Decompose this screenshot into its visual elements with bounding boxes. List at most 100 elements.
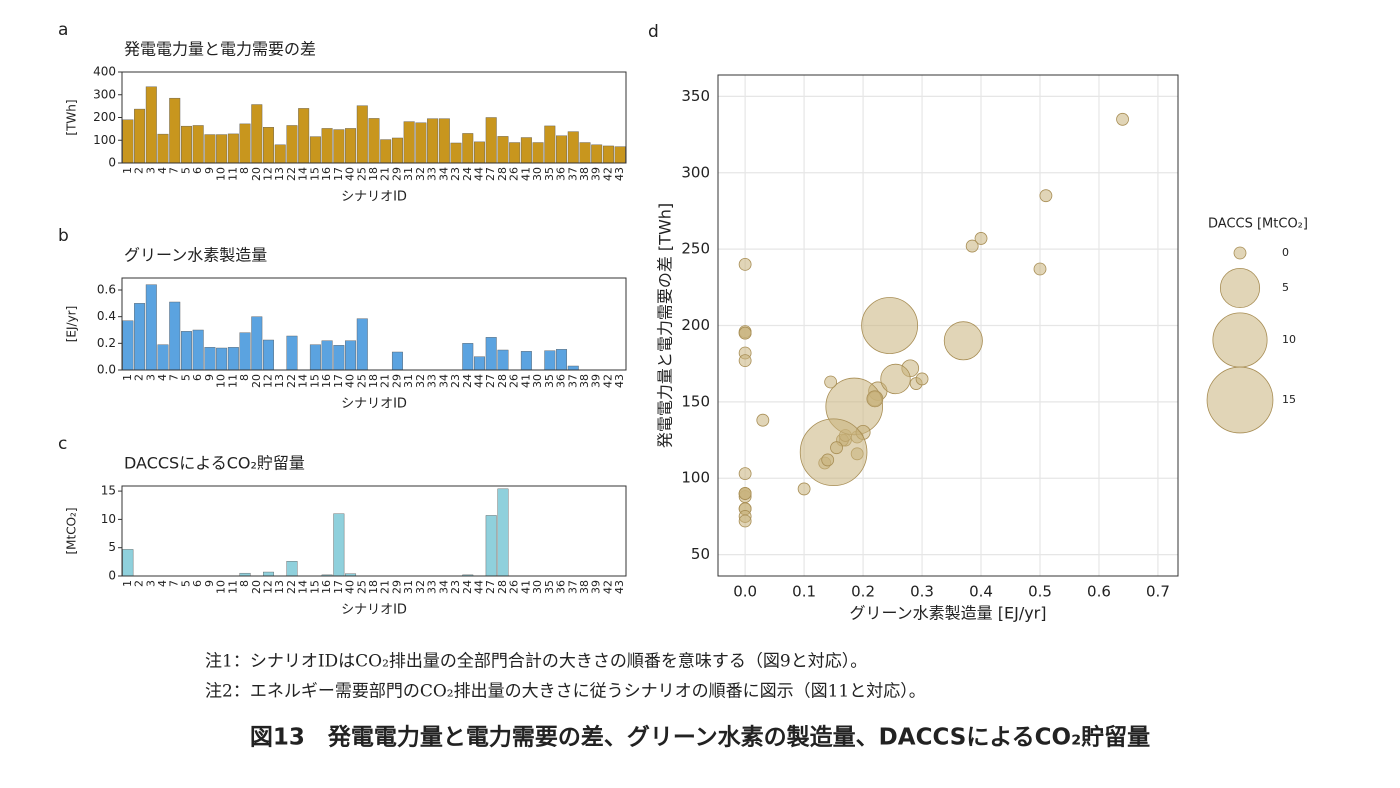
x-tick-label: 12	[262, 167, 275, 181]
y-tick-label: 300	[681, 163, 710, 181]
x-tick-label: 30	[531, 580, 544, 594]
bubble	[880, 363, 911, 395]
x-tick-label: 7	[168, 374, 181, 381]
bar	[274, 144, 286, 164]
x-tick-label: 40	[344, 580, 357, 594]
x-axis-title: シナリオID	[341, 603, 407, 618]
x-tick-label: 29	[390, 167, 403, 181]
x-tick-label: 14	[297, 580, 310, 594]
bubble	[866, 390, 884, 408]
x-tick-label: 35	[543, 167, 556, 181]
y-tick-label: 100	[681, 469, 710, 487]
bar	[602, 145, 614, 164]
bar	[286, 125, 298, 164]
bar	[216, 134, 228, 164]
bubble	[1116, 112, 1129, 126]
bubble	[1039, 189, 1053, 203]
x-tick-label: 42	[601, 580, 614, 594]
x-tick-label: 27	[484, 167, 497, 181]
bar	[497, 488, 509, 577]
bar	[157, 344, 169, 371]
x-tick-label: 6	[191, 374, 204, 381]
x-tick-label: 30	[531, 374, 544, 388]
y-tick-label: 0	[108, 569, 116, 583]
bar	[321, 128, 333, 164]
bar	[415, 122, 427, 164]
x-tick-label: 42	[601, 167, 614, 181]
x-tick-label: 28	[496, 374, 509, 388]
bar	[204, 347, 216, 371]
y-tick-label: 200	[93, 110, 116, 124]
panel-letter: c	[58, 434, 67, 454]
bubble	[756, 413, 770, 427]
x-tick-label: 12	[262, 580, 275, 594]
y-tick-label: 250	[681, 240, 710, 258]
x-tick-label: 27	[484, 580, 497, 594]
bar	[485, 515, 497, 577]
x-tick-label: 17	[332, 580, 345, 594]
note: 注2：エネルギー需要部門のCO₂排出量の大きさに従うシナリオの順番に図示（図11…	[205, 682, 926, 702]
y-axis-title: [TWh]	[65, 99, 79, 135]
y-axis-title: [MtCO₂]	[65, 507, 79, 554]
x-tick-label: 33	[426, 167, 439, 181]
x-tick-label: 27	[484, 374, 497, 388]
bar	[345, 340, 357, 371]
legend-label: 0	[1282, 246, 1289, 259]
x-tick-label: 12	[262, 374, 275, 388]
x-tick-label: 13	[273, 167, 286, 181]
y-tick-label: 10	[101, 512, 116, 526]
bar	[321, 340, 333, 371]
bar	[485, 117, 497, 164]
bubble	[821, 453, 835, 467]
x-tick-label: 0.2	[851, 583, 875, 601]
x-tick-label: 13	[273, 374, 286, 388]
legend-bubble	[1206, 366, 1274, 434]
bar	[427, 118, 439, 164]
x-tick-label: 16	[320, 167, 333, 181]
x-tick-label: 0.6	[1087, 583, 1111, 601]
y-axis-title: 発電電力量と電力需要の差 [TWh]	[656, 203, 675, 448]
bar	[192, 329, 204, 371]
bar	[356, 318, 368, 371]
bar	[450, 142, 462, 164]
bubble	[830, 441, 843, 455]
legend-bubble	[1212, 312, 1268, 368]
x-tick-label: 7	[168, 580, 181, 587]
x-tick-label: 31	[402, 167, 415, 181]
legend-label: 10	[1282, 333, 1296, 346]
x-tick-label: 21	[379, 374, 392, 388]
bar	[497, 349, 509, 371]
x-tick-label: 0.7	[1146, 583, 1170, 601]
x-tick-label: 39	[590, 580, 603, 594]
panel-letter: d	[648, 22, 659, 42]
x-tick-label: 24	[461, 167, 474, 181]
bar	[157, 133, 169, 164]
x-tick-label: 23	[449, 374, 462, 388]
x-tick-label: 2	[133, 167, 146, 174]
bar	[462, 343, 474, 371]
x-tick-label: 44	[472, 580, 485, 594]
x-tick-label: 34	[437, 167, 450, 181]
bar	[544, 125, 556, 164]
bar	[286, 561, 298, 577]
x-tick-label: 9	[203, 580, 216, 587]
legend-title: DACCS [MtCO₂]	[1208, 217, 1308, 232]
x-tick-label: 41	[519, 374, 532, 388]
x-tick-label: 4	[156, 374, 169, 381]
x-tick-label: 43	[613, 374, 626, 388]
bar	[520, 137, 532, 164]
bar	[122, 320, 134, 371]
x-tick-label: 29	[390, 374, 403, 388]
bar	[356, 105, 368, 164]
x-tick-label: 36	[555, 167, 568, 181]
bar	[204, 134, 216, 164]
bar	[391, 137, 403, 164]
x-tick-label: 38	[578, 167, 591, 181]
legend-label: 15	[1282, 393, 1296, 406]
bar	[474, 141, 485, 164]
bar	[380, 139, 392, 164]
legend-label: 5	[1282, 281, 1289, 294]
bar	[263, 339, 274, 371]
x-tick-label: 18	[367, 374, 380, 388]
x-tick-label: 1	[121, 374, 134, 381]
